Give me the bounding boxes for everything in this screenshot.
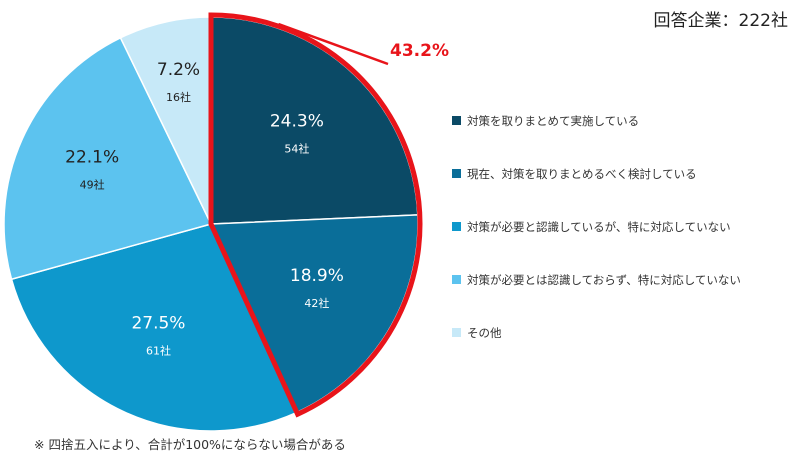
legend-label: 対策が必要とは認識しておらず、特に対応していない <box>467 272 741 287</box>
legend-item: 対策を取りまとめて実施している <box>452 94 741 147</box>
slice-percent-label: 22.1% <box>65 147 119 167</box>
highlight-outline <box>208 12 423 418</box>
slice-count-label: 49社 <box>80 177 105 191</box>
highlight-group: 43.2% <box>208 12 449 418</box>
legend: 対策を取りまとめて実施している現在、対策を取りまとめるべく検討している対策が必要… <box>452 94 741 359</box>
legend-label: 対策を取りまとめて実施している <box>467 113 640 128</box>
legend-label: 現在、対策を取りまとめるべく検討している <box>467 166 697 181</box>
slice-percent-label: 18.9% <box>290 266 344 286</box>
legend-item: その他 <box>452 306 741 359</box>
legend-swatch <box>452 116 461 125</box>
respondent-count: 回答企業：222社 <box>653 11 788 31</box>
legend-swatch <box>452 222 461 231</box>
slice-labels: 24.3% 54社 18.9% 42社 27.5% 61社 22.1% 49社 7.2% 16社 <box>65 60 344 358</box>
slice-count-label: 42社 <box>304 296 329 310</box>
pie-slices <box>3 16 419 432</box>
slice-count-label: 61社 <box>146 344 171 358</box>
legend-item: 現在、対策を取りまとめるべく検討している <box>452 147 741 200</box>
legend-label: その他 <box>467 325 502 340</box>
slice-percent-label: 27.5% <box>131 314 185 334</box>
slice-percent-label: 7.2% <box>157 60 200 80</box>
slice-count-label: 16社 <box>166 90 191 104</box>
highlight-callout-line <box>278 22 389 66</box>
slice-percent-label: 24.3% <box>270 111 324 131</box>
footnote: ※ 四捨五入により、合計が100%にならない場合がある <box>34 437 346 452</box>
highlight-total-label: 43.2% <box>390 41 449 61</box>
legend-swatch <box>452 169 461 178</box>
legend-item: 対策が必要と認識しているが、特に対応していない <box>452 200 741 253</box>
pie-slice <box>10 223 298 432</box>
legend-item: 対策が必要とは認識しておらず、特に対応していない <box>452 253 741 306</box>
legend-swatch <box>452 275 461 284</box>
slice-count-label: 54社 <box>284 141 309 155</box>
legend-swatch <box>452 328 461 337</box>
legend-label: 対策が必要と認識しているが、特に対応していない <box>467 219 731 234</box>
pie-slice <box>3 36 213 281</box>
